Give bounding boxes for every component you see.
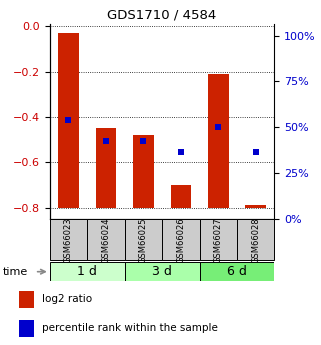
FancyBboxPatch shape bbox=[200, 262, 274, 281]
Bar bbox=[246, 206, 266, 208]
FancyBboxPatch shape bbox=[162, 219, 200, 260]
Bar bbox=[96, 128, 116, 208]
FancyBboxPatch shape bbox=[200, 219, 237, 260]
Text: GSM66024: GSM66024 bbox=[101, 217, 110, 263]
Text: GSM66027: GSM66027 bbox=[214, 217, 223, 263]
FancyBboxPatch shape bbox=[50, 262, 125, 281]
Text: 1 d: 1 d bbox=[77, 265, 97, 278]
FancyBboxPatch shape bbox=[125, 262, 200, 281]
Bar bbox=[208, 74, 229, 208]
Bar bbox=[19, 319, 34, 337]
Text: GSM66026: GSM66026 bbox=[176, 217, 185, 263]
Text: GSM66025: GSM66025 bbox=[139, 217, 148, 263]
Bar bbox=[133, 135, 154, 208]
Text: time: time bbox=[3, 267, 29, 277]
Text: percentile rank within the sample: percentile rank within the sample bbox=[42, 323, 218, 333]
FancyBboxPatch shape bbox=[87, 219, 125, 260]
Bar bbox=[58, 33, 79, 208]
FancyBboxPatch shape bbox=[50, 219, 87, 260]
FancyBboxPatch shape bbox=[125, 219, 162, 260]
Text: log2 ratio: log2 ratio bbox=[42, 294, 92, 304]
Text: 3 d: 3 d bbox=[152, 265, 172, 278]
Text: GSM66028: GSM66028 bbox=[251, 217, 260, 263]
Bar bbox=[19, 290, 34, 308]
Text: 6 d: 6 d bbox=[227, 265, 247, 278]
Bar bbox=[170, 185, 191, 208]
Text: GSM66023: GSM66023 bbox=[64, 217, 73, 263]
Title: GDS1710 / 4584: GDS1710 / 4584 bbox=[108, 9, 217, 22]
FancyBboxPatch shape bbox=[237, 219, 274, 260]
